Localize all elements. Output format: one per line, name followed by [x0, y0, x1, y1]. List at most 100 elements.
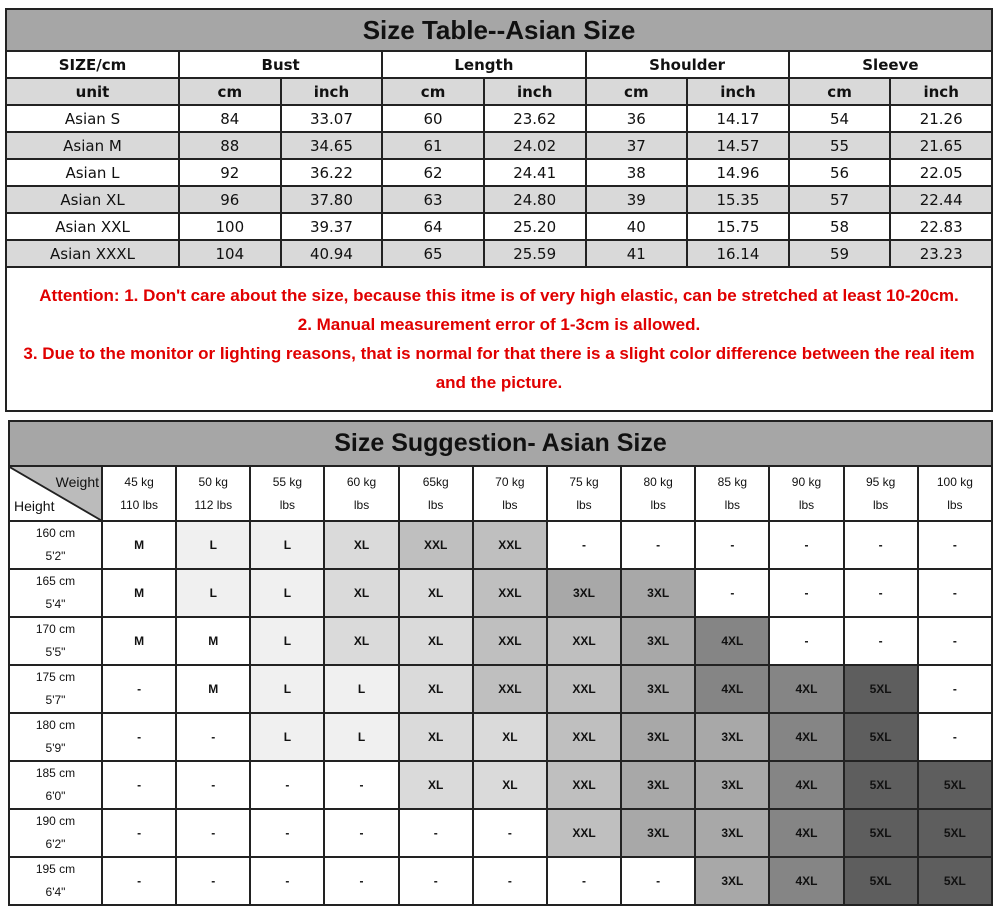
suggestion-row: 170 cm 5'5" M M L XL XL XXL XXL 3XL 4XL - - -	[8, 616, 994, 666]
measurement-cell: 63	[381, 185, 485, 214]
size-table-group-header-row: SIZE/cm Bust Length Shoulder Sleeve	[5, 50, 994, 79]
size-cell: 3XL	[620, 712, 697, 762]
size-cell: XL	[323, 616, 400, 666]
measurement-cell: 58	[787, 212, 892, 241]
measurement-cell: 65	[381, 239, 485, 268]
size-cell: -	[100, 712, 178, 762]
height-header: 160 cm 5'2"	[8, 520, 103, 570]
measurement-cell: 22.83	[889, 212, 993, 241]
size-cell: -	[323, 808, 400, 858]
corner-height-label: Height	[14, 498, 55, 514]
size-cell: -	[397, 808, 474, 858]
size-cell: -	[471, 808, 548, 858]
size-cell: XL	[397, 568, 474, 618]
measurement-cell: 57	[787, 185, 892, 214]
size-name: Asian M	[5, 131, 180, 160]
size-cell: XL	[471, 760, 548, 810]
measurement-cell: 84	[178, 104, 282, 133]
weight-kg: 45 kg	[124, 474, 154, 489]
table-row: Asian M 88 34.65 61 24.02 37 14.57 55 21.65	[5, 131, 993, 160]
suggestion-row: 195 cm 6'4" - - - - - - - -3XL 4XL 5XL 5XL	[8, 856, 994, 906]
size-cell: XXL	[545, 664, 623, 714]
table-row: Asian L 92 36.22 62 24.41 38 14.96 56 22.05	[5, 158, 993, 187]
suggestion-row: 165 cm 5'4" M L L XL XL XXL 3XL 3XL - - - -	[8, 568, 994, 618]
weight-lbs: lbs	[428, 497, 444, 512]
measurement-cell: 55	[787, 131, 892, 160]
size-cell: M	[175, 616, 252, 666]
size-cell: L	[175, 568, 252, 618]
size-cell: 4XL	[768, 712, 845, 762]
measurement-cell: 38	[584, 158, 689, 187]
weight-lbs: lbs	[872, 497, 889, 512]
size-name: Asian XXL	[5, 212, 180, 241]
group-header: Sleeve	[787, 50, 994, 79]
size-cell: XL	[397, 616, 474, 666]
weight-header-row: Weight Height 45 kg 110 lbs 50 kg 112 lbs 55 k…	[8, 465, 994, 522]
measurement-cell: 21.65	[889, 131, 993, 160]
weight-kg: 100 kg	[936, 474, 973, 489]
size-name: Asian S	[5, 104, 180, 133]
size-cell: 4XL	[768, 856, 845, 906]
weight-lbs: lbs	[798, 497, 815, 512]
size-cell: -	[175, 808, 252, 858]
size-cell: -	[323, 856, 400, 906]
measurement-cell: 62	[381, 158, 485, 187]
size-suggestion-table: Size Suggestion- Asian Size Weight Height 4…	[8, 420, 994, 906]
size-cell: M	[175, 664, 252, 714]
size-cell: -	[249, 856, 326, 906]
size-cell: 4XL	[768, 808, 845, 858]
attention-line: 3. Due to the monitor or lighting reason…	[23, 344, 975, 392]
size-cell: 3XL	[694, 856, 771, 906]
size-cell: 5XL	[842, 808, 919, 858]
size-cell: -	[768, 520, 845, 570]
measurement-cell: 34.65	[279, 131, 384, 160]
unit-cm: cm	[787, 77, 892, 106]
size-cell: 3XL	[620, 568, 697, 618]
size-cell: -	[768, 568, 845, 618]
measurement-cell: 41	[584, 239, 689, 268]
measurement-cell: 40.94	[279, 239, 384, 268]
measurement-cell: 54	[787, 104, 892, 133]
height-cm: 195 cm	[35, 862, 76, 876]
weight-header: 90 kg lbs	[768, 465, 845, 522]
size-cell: L	[323, 664, 400, 714]
measurement-cell: 56	[787, 158, 892, 187]
group-header: Length	[381, 50, 587, 79]
measurement-cell: 24.02	[482, 131, 587, 160]
height-ft: 6'2"	[45, 837, 66, 851]
weight-header: 50 kg 112 lbs	[175, 465, 252, 522]
measurement-cell: 96	[178, 185, 282, 214]
height-cm: 165 cm	[35, 574, 76, 588]
height-ft: 6'4"	[45, 885, 66, 899]
weight-kg: 95 kg	[865, 474, 896, 489]
weight-lbs: 110 lbs	[120, 497, 158, 512]
size-cell: XXL	[471, 568, 548, 618]
size-cell: -	[100, 808, 178, 858]
measurement-cell: 14.57	[686, 131, 790, 160]
size-cell: XL	[397, 760, 474, 810]
size-cell: -	[916, 664, 994, 714]
weight-lbs: lbs	[576, 497, 592, 512]
size-cell: -	[694, 520, 771, 570]
size-cell: L	[249, 568, 326, 618]
size-cell: -	[842, 520, 919, 570]
unit-inch: inch	[686, 77, 790, 106]
size-cell: 5XL	[842, 712, 919, 762]
size-cell: M	[100, 568, 178, 618]
weight-header: 85 kg lbs	[694, 465, 771, 522]
unit-cm: cm	[381, 77, 485, 106]
table-row: Asian XXL 100 39.37 64 25.20 40 15.75 58 22.83	[5, 212, 993, 241]
size-cell: -	[545, 856, 623, 906]
size-cell: -	[916, 568, 994, 618]
measurement-cell: 33.07	[279, 104, 384, 133]
size-cell: XXL	[471, 520, 548, 570]
measurement-cell: 24.41	[482, 158, 587, 187]
unit-cm: cm	[584, 77, 689, 106]
size-cell: 3XL	[545, 568, 623, 618]
weight-kg: 65kg	[422, 474, 449, 489]
suggestion-row: 175 cm 5'7" - M L L XL XXL XXL 3XL 4XL 4XL 5XL -	[8, 664, 994, 714]
size-cell: -	[175, 712, 252, 762]
measurement-cell: 37	[584, 131, 689, 160]
size-cell: M	[100, 616, 178, 666]
weight-lbs: lbs	[279, 497, 296, 512]
